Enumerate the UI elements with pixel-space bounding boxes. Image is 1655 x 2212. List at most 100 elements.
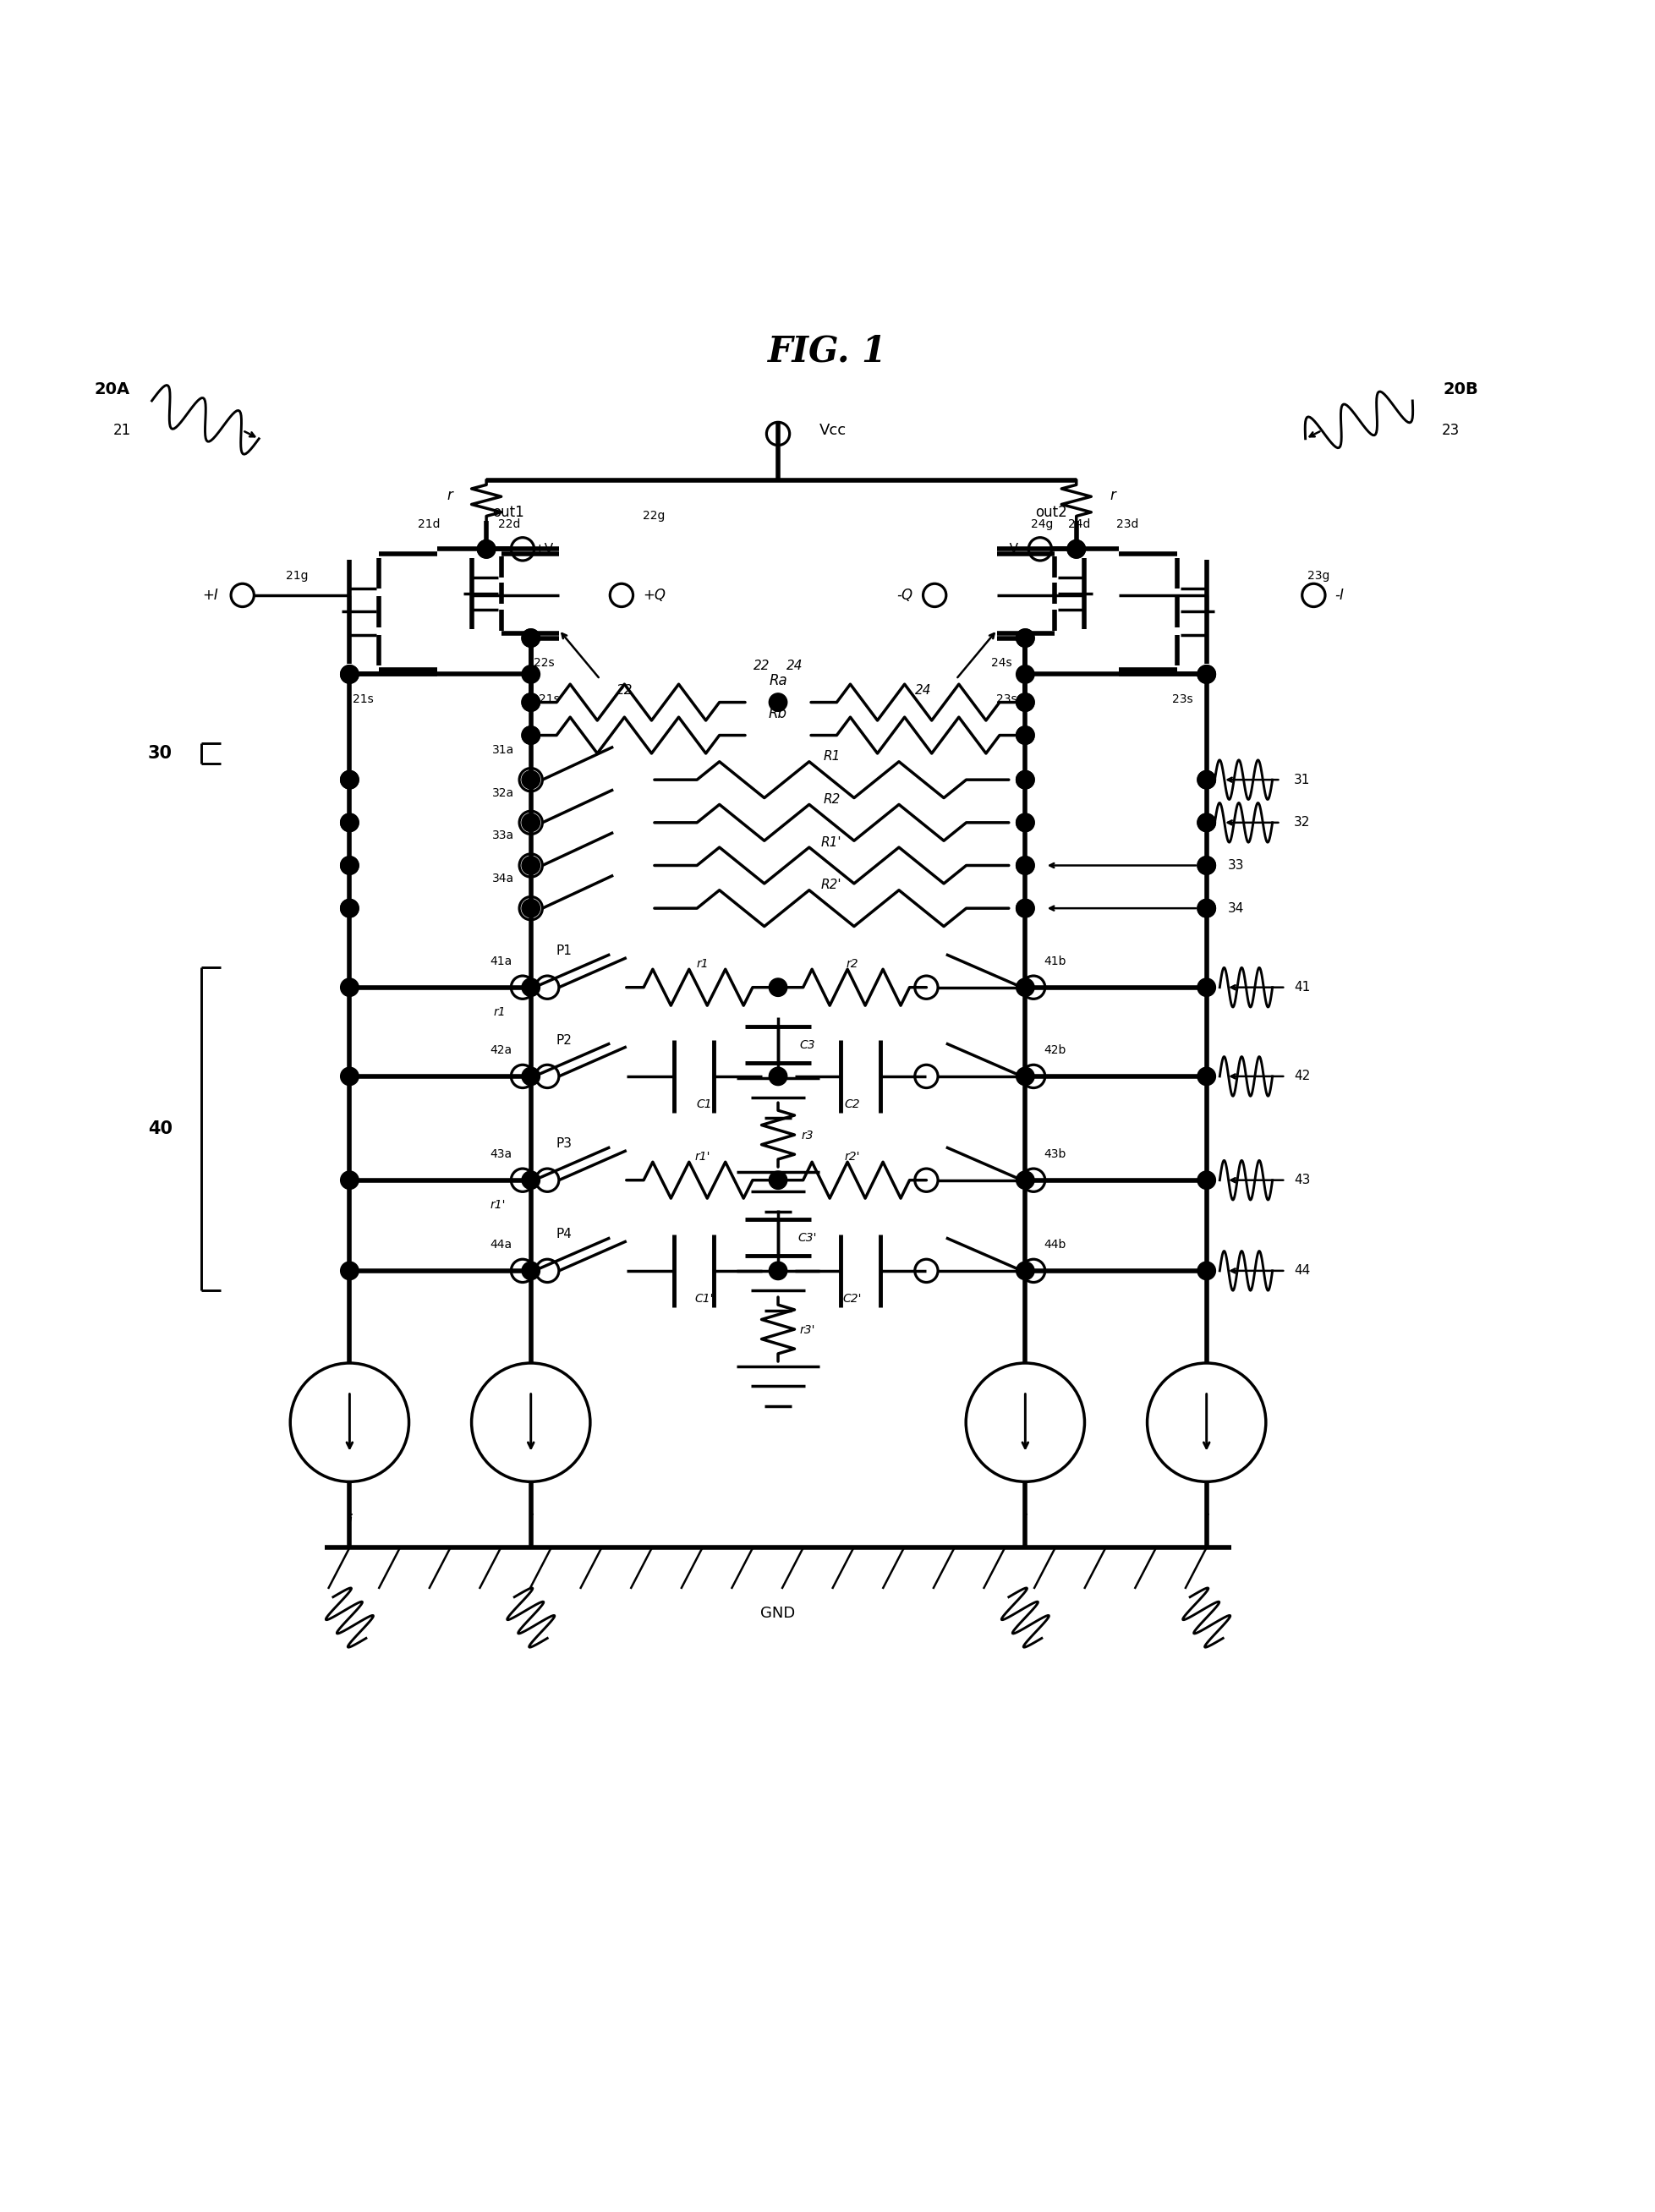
Text: i: i bbox=[528, 1513, 533, 1528]
Text: 32: 32 bbox=[1294, 816, 1311, 830]
Text: 22s: 22s bbox=[533, 657, 554, 668]
Text: 31: 31 bbox=[1294, 774, 1311, 785]
Circle shape bbox=[341, 1170, 359, 1190]
Text: 43b: 43b bbox=[1044, 1148, 1066, 1159]
Circle shape bbox=[1016, 770, 1034, 790]
Circle shape bbox=[521, 814, 540, 832]
Text: GND: GND bbox=[761, 1606, 796, 1621]
Text: 34a: 34a bbox=[492, 874, 515, 885]
Circle shape bbox=[341, 666, 359, 684]
Circle shape bbox=[341, 666, 359, 684]
Circle shape bbox=[341, 900, 359, 918]
Text: C1': C1' bbox=[695, 1292, 713, 1305]
Circle shape bbox=[1016, 692, 1034, 712]
Circle shape bbox=[1198, 770, 1215, 790]
Circle shape bbox=[1198, 856, 1215, 874]
Text: 23s: 23s bbox=[1172, 692, 1193, 706]
Text: 31a: 31a bbox=[492, 743, 515, 757]
Text: r: r bbox=[447, 489, 453, 502]
Text: 23d: 23d bbox=[1115, 518, 1139, 531]
Text: 44b: 44b bbox=[1044, 1239, 1066, 1250]
Text: r1: r1 bbox=[697, 958, 708, 971]
Circle shape bbox=[521, 856, 540, 874]
Text: 21s: 21s bbox=[353, 692, 374, 706]
Circle shape bbox=[1016, 856, 1034, 874]
Circle shape bbox=[1198, 978, 1215, 995]
Circle shape bbox=[521, 692, 540, 712]
Text: +Q: +Q bbox=[642, 588, 665, 604]
Circle shape bbox=[521, 770, 540, 790]
Circle shape bbox=[521, 726, 540, 743]
Text: C3': C3' bbox=[798, 1232, 818, 1243]
Circle shape bbox=[477, 540, 495, 557]
Text: 24: 24 bbox=[915, 684, 932, 697]
Text: 44: 44 bbox=[1294, 1265, 1311, 1276]
Circle shape bbox=[1198, 666, 1215, 684]
Text: +V: +V bbox=[535, 542, 554, 555]
Text: C3: C3 bbox=[799, 1040, 816, 1051]
Text: r1: r1 bbox=[493, 1006, 506, 1018]
Text: r3': r3' bbox=[799, 1325, 816, 1336]
Text: r1': r1' bbox=[695, 1150, 710, 1164]
Circle shape bbox=[770, 1261, 788, 1281]
Circle shape bbox=[1198, 1261, 1215, 1281]
Text: -Q: -Q bbox=[897, 588, 914, 604]
Text: r3: r3 bbox=[801, 1130, 814, 1141]
Circle shape bbox=[1016, 900, 1034, 918]
Circle shape bbox=[341, 1066, 359, 1086]
Text: 22g: 22g bbox=[642, 511, 665, 522]
Text: i: i bbox=[1205, 1513, 1208, 1528]
Circle shape bbox=[1067, 540, 1086, 557]
Text: P3: P3 bbox=[556, 1137, 573, 1150]
Text: r2: r2 bbox=[846, 958, 859, 971]
Text: 20B: 20B bbox=[1443, 380, 1478, 398]
Circle shape bbox=[1016, 856, 1034, 874]
Circle shape bbox=[477, 540, 495, 557]
Text: P4: P4 bbox=[556, 1228, 573, 1241]
Circle shape bbox=[770, 1170, 788, 1190]
Circle shape bbox=[1016, 1066, 1034, 1086]
Text: 41b: 41b bbox=[1044, 956, 1066, 967]
Text: 40: 40 bbox=[147, 1121, 172, 1137]
Text: 42b: 42b bbox=[1044, 1044, 1066, 1055]
Text: C2: C2 bbox=[844, 1099, 861, 1110]
Circle shape bbox=[1016, 900, 1034, 918]
Text: 24s: 24s bbox=[991, 657, 1013, 668]
Circle shape bbox=[1016, 628, 1034, 648]
Text: 21d: 21d bbox=[417, 518, 440, 531]
Circle shape bbox=[1198, 1066, 1215, 1086]
Circle shape bbox=[341, 814, 359, 832]
Text: 21s: 21s bbox=[540, 692, 559, 706]
Circle shape bbox=[1016, 1261, 1034, 1281]
Text: r1': r1' bbox=[490, 1199, 506, 1210]
Text: C1: C1 bbox=[697, 1099, 712, 1110]
Circle shape bbox=[770, 978, 788, 995]
Text: i: i bbox=[1023, 1513, 1028, 1528]
Text: P1: P1 bbox=[556, 945, 573, 958]
Text: 23s: 23s bbox=[996, 692, 1018, 706]
Circle shape bbox=[341, 856, 359, 874]
Text: 41a: 41a bbox=[490, 956, 513, 967]
Text: Rb: Rb bbox=[770, 706, 788, 721]
Text: 23g: 23g bbox=[1307, 568, 1329, 582]
Text: 20A: 20A bbox=[94, 380, 129, 398]
Circle shape bbox=[770, 1066, 788, 1086]
Circle shape bbox=[1016, 770, 1034, 790]
Text: 33: 33 bbox=[1228, 858, 1245, 872]
Text: R2: R2 bbox=[823, 794, 841, 805]
Text: Vcc: Vcc bbox=[819, 422, 846, 438]
Text: 34: 34 bbox=[1228, 902, 1245, 914]
Text: out2: out2 bbox=[1034, 504, 1067, 520]
Text: 23: 23 bbox=[1442, 422, 1460, 438]
Text: 21g: 21g bbox=[286, 568, 308, 582]
Circle shape bbox=[770, 692, 788, 712]
Circle shape bbox=[341, 770, 359, 790]
Circle shape bbox=[1016, 814, 1034, 832]
Text: 24: 24 bbox=[786, 659, 803, 672]
Text: FIG. 1: FIG. 1 bbox=[768, 334, 887, 369]
Text: R1': R1' bbox=[821, 836, 842, 849]
Text: 42: 42 bbox=[1294, 1071, 1311, 1082]
Circle shape bbox=[1016, 814, 1034, 832]
Circle shape bbox=[341, 978, 359, 995]
Text: R1: R1 bbox=[823, 750, 841, 763]
